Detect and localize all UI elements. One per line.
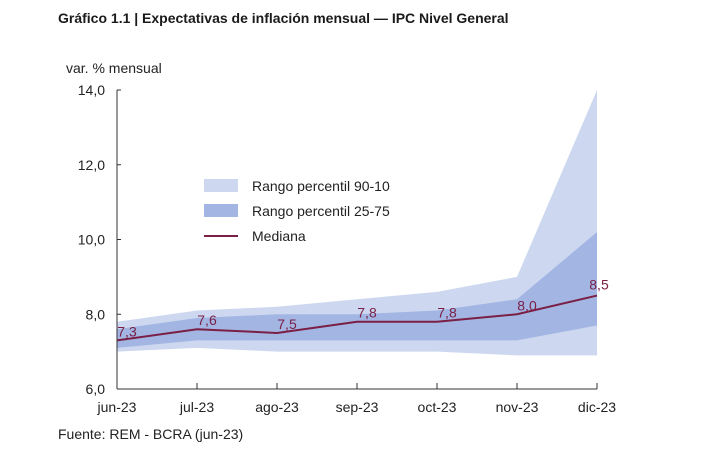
band-p90-10 <box>117 90 597 356</box>
x-tick-label: sep-23 <box>336 399 379 415</box>
median-data-label: 7,8 <box>357 305 377 321</box>
x-tick-label: jun-23 <box>97 399 137 415</box>
median-data-label: 8,5 <box>589 277 609 293</box>
x-tick-label: dic-23 <box>578 399 616 415</box>
y-axis-label: var. % mensual <box>66 60 162 76</box>
legend-swatch-p25-75 <box>204 204 238 217</box>
source-note: Fuente: REM - BCRA (jun-23) <box>58 426 244 442</box>
median-data-label: 7,6 <box>197 312 217 328</box>
legend-label: Mediana <box>252 228 306 244</box>
y-tick-label: 14,0 <box>78 82 105 98</box>
median-line <box>116 294 598 342</box>
y-tick-label: 8,0 <box>86 306 106 322</box>
median-data-label: 8,0 <box>517 297 537 313</box>
legend-swatch-p90-10 <box>204 179 238 192</box>
legend-label: Rango percentil 90-10 <box>252 178 390 194</box>
median-data-label: 7,5 <box>277 316 297 332</box>
x-tick-label: oct-23 <box>418 399 457 415</box>
median-data-label: 7,3 <box>117 323 137 339</box>
legend-label: Rango percentil 25-75 <box>252 203 390 219</box>
median-data-label: 7,8 <box>437 305 457 321</box>
x-tick-label: jul-23 <box>179 399 214 415</box>
y-tick-label: 10,0 <box>78 232 105 248</box>
y-tick-label: 12,0 <box>78 157 105 173</box>
x-tick-label: nov-23 <box>496 399 539 415</box>
chart-title: Gráfico 1.1 | Expectativas de inflación … <box>58 10 509 26</box>
x-tick-label: ago-23 <box>255 399 299 415</box>
y-tick-label: 6,0 <box>86 381 106 397</box>
